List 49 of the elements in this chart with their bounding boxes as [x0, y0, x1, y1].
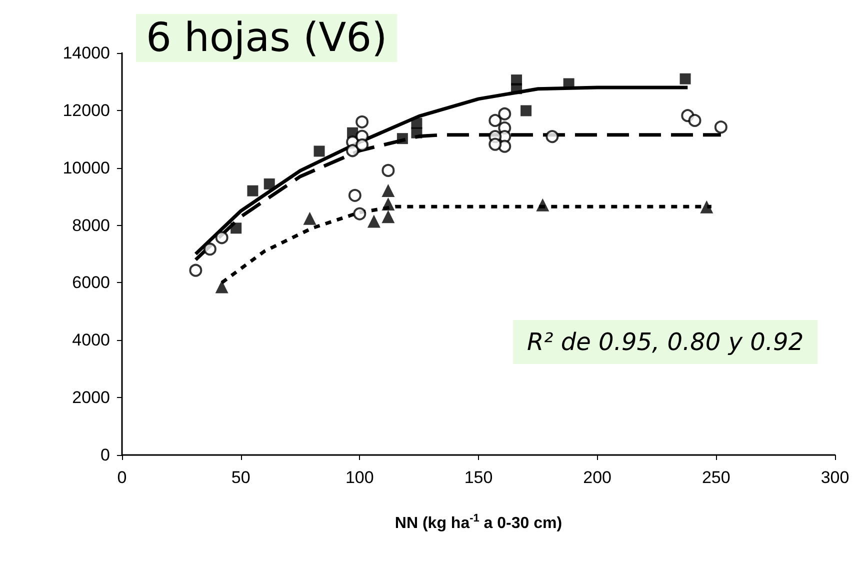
- point: [215, 231, 228, 244]
- point: [189, 264, 202, 277]
- annotation: R² de 0.95, 0.80 y 0.92: [527, 328, 804, 356]
- y-tick-label: 8000: [72, 216, 110, 235]
- x-tick-label: 0: [117, 468, 127, 487]
- x-tick-label: 100: [345, 468, 374, 487]
- point: [488, 114, 502, 127]
- point: [680, 73, 691, 84]
- point: [382, 198, 395, 211]
- point: [356, 115, 369, 128]
- point: [356, 138, 369, 152]
- point: [203, 242, 216, 256]
- y-tick-label: 12000: [62, 100, 110, 120]
- point: [382, 184, 395, 198]
- point: [714, 120, 728, 134]
- x-tick-label: 200: [583, 468, 612, 487]
- y-tick-label: 6000: [72, 273, 110, 292]
- x-tick-label: 300: [820, 468, 850, 487]
- point: [348, 188, 362, 202]
- y-tick-label: 2000: [72, 388, 110, 408]
- y-tick-label: 0: [100, 446, 110, 464]
- y-tick-label: 14000: [62, 44, 110, 62]
- point: [511, 83, 522, 94]
- point: [230, 222, 242, 234]
- point: [688, 114, 702, 127]
- point: [382, 164, 395, 177]
- point: [520, 105, 532, 116]
- point: [498, 107, 512, 120]
- x-tick-label: 50: [231, 468, 250, 487]
- point: [303, 212, 316, 225]
- y-tick-label: 4000: [72, 330, 110, 350]
- point: [488, 138, 502, 151]
- point: [536, 198, 550, 212]
- chart-title: 6 hojas (V6): [146, 15, 388, 61]
- point: [411, 127, 422, 138]
- x-tick-label: 250: [702, 468, 730, 487]
- point: [247, 185, 258, 196]
- point: [314, 146, 325, 157]
- point: [700, 200, 714, 214]
- point: [346, 144, 360, 158]
- point: [546, 130, 559, 144]
- point: [264, 178, 275, 190]
- point: [382, 210, 395, 224]
- point: [396, 133, 408, 144]
- point: [367, 214, 380, 228]
- x-tick-label: 150: [464, 468, 493, 487]
- y-tick-label: 10000: [62, 158, 110, 178]
- point: [353, 207, 366, 220]
- point: [215, 280, 228, 294]
